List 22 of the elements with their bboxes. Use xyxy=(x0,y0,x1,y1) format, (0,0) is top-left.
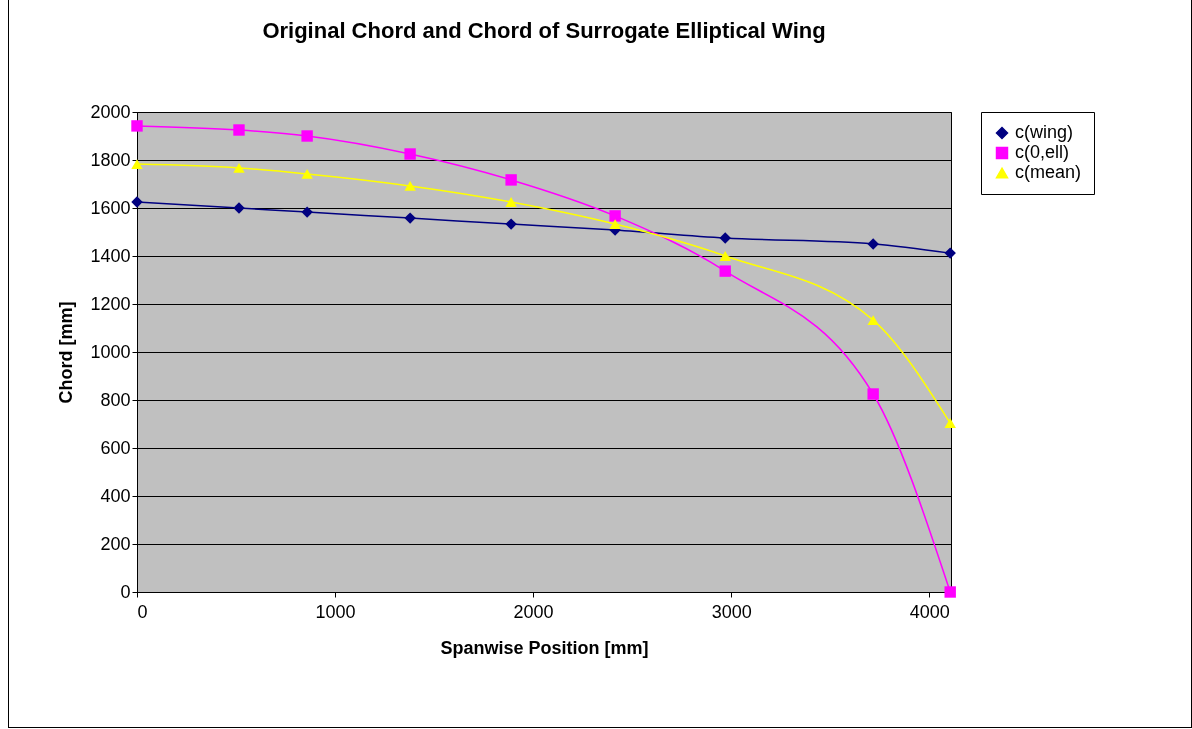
y-tick-label: 200 xyxy=(100,533,131,554)
legend-label: c(0,ell) xyxy=(1015,142,1070,162)
y-tick-label: 0 xyxy=(120,581,131,602)
legend-label: c(wing) xyxy=(1015,122,1074,142)
x-tick-label: 1000 xyxy=(315,601,356,622)
x-tick-label: 0 xyxy=(137,601,148,622)
x-axis-title: Spanwise Position [mm] xyxy=(440,637,649,658)
x-tick-label: 2000 xyxy=(513,601,554,622)
y-tick-label: 1000 xyxy=(90,341,131,362)
y-tick-label: 600 xyxy=(100,437,131,458)
y-tick-label: 1400 xyxy=(90,245,131,266)
y-tick-label: 800 xyxy=(100,389,131,410)
y-axis-title: Chord [mm] xyxy=(56,301,77,404)
x-tick-label: 3000 xyxy=(711,601,752,622)
y-tick-label: 1800 xyxy=(90,149,131,170)
chart-title: Original Chord and Chord of Surrogate Elliptical Wing xyxy=(262,18,826,43)
y-tick-label: 400 xyxy=(100,485,131,506)
y-tick-label: 1600 xyxy=(90,197,131,218)
legend-label: c(mean) xyxy=(1015,162,1082,182)
y-tick-label: 2000 xyxy=(90,101,131,122)
y-tick-label: 1200 xyxy=(90,293,131,314)
x-tick-label: 4000 xyxy=(909,601,950,622)
